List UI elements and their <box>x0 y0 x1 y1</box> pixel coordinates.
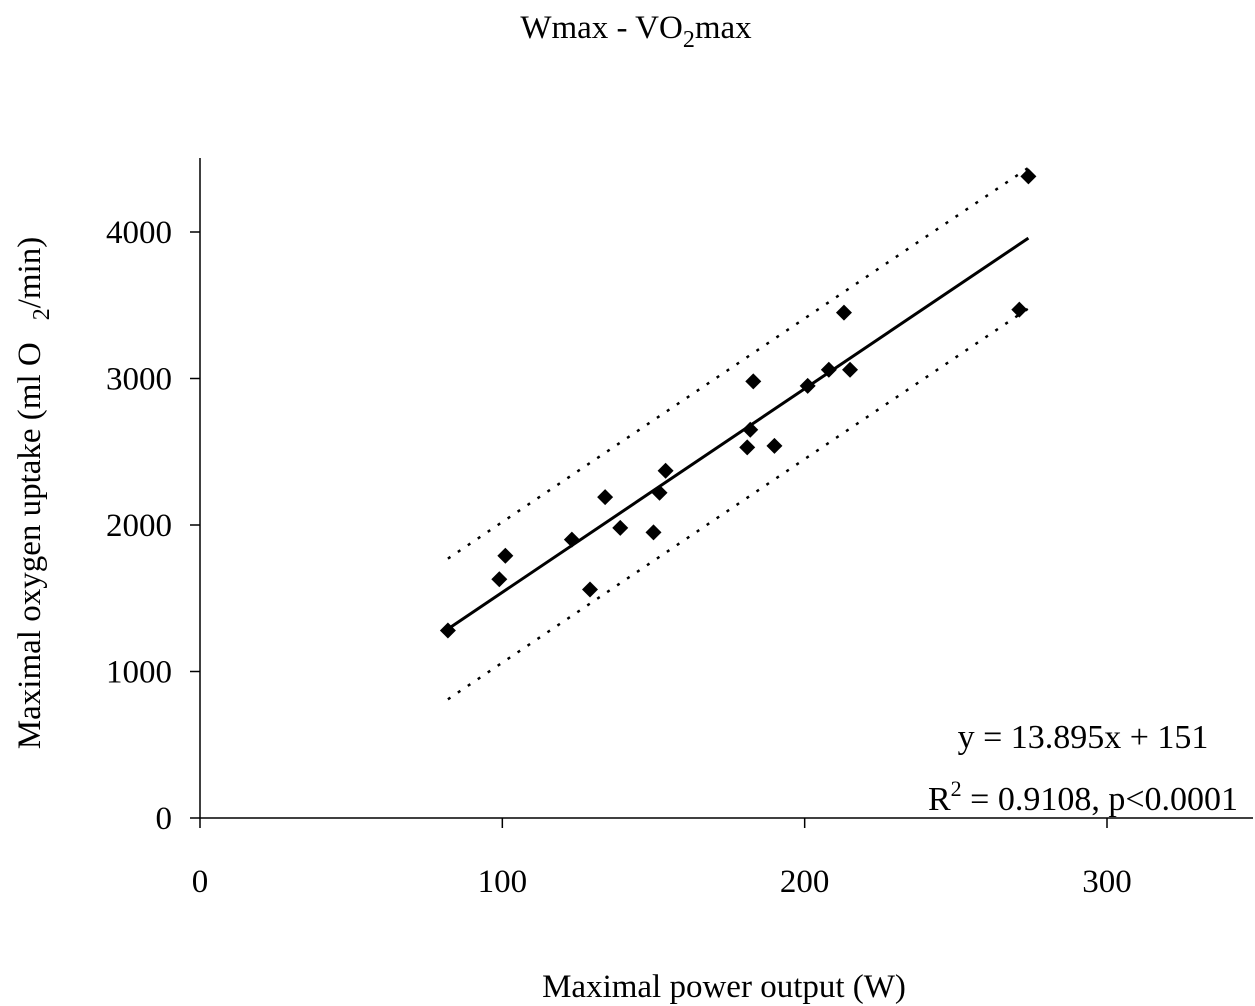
x-tick-label: 300 <box>1082 864 1132 900</box>
y-tick-label: 0 <box>156 801 173 837</box>
x-axis-title: Maximal power output (W) <box>542 969 906 1005</box>
data-point <box>497 547 514 564</box>
regression-line-group <box>447 236 1030 631</box>
x-tick-label: 0 <box>192 864 209 900</box>
data-point <box>1011 301 1028 318</box>
y-tick-label: 4000 <box>106 215 172 251</box>
y-axis-title: Maximal oxygen uptake (ml O2/min) <box>12 237 55 749</box>
data-point <box>745 373 762 390</box>
y-tick-label: 1000 <box>106 655 172 691</box>
data-point <box>582 581 599 598</box>
chart-title: Wmax - VO2max <box>520 10 752 53</box>
data-point <box>657 462 674 479</box>
regression-line <box>447 236 1030 631</box>
x-axis-ticks: 0 100 200 300 <box>192 818 1132 900</box>
data-point <box>739 439 756 456</box>
data-point <box>491 571 508 588</box>
data-point <box>842 361 859 378</box>
data-point <box>799 377 816 394</box>
x-tick-label: 200 <box>780 864 830 900</box>
data-point <box>563 531 580 548</box>
data-point <box>645 524 662 541</box>
data-point <box>651 484 668 501</box>
y-axis-ticks: 0 1000 2000 3000 4000 <box>106 215 200 837</box>
data-point <box>439 622 456 639</box>
data-point <box>835 304 852 321</box>
data-point <box>766 437 783 454</box>
lower-prediction-line <box>447 307 1030 701</box>
r-squared-label: R2 = 0.9108, p<0.0001 <box>928 776 1238 818</box>
data-point <box>820 361 837 378</box>
data-points <box>439 168 1037 639</box>
data-point <box>742 421 759 438</box>
regression-equation: y = 13.895x + 151 <box>958 719 1209 756</box>
y-tick-label: 3000 <box>106 362 172 398</box>
data-point <box>612 519 629 536</box>
prediction-band <box>447 166 1030 701</box>
data-point <box>1020 168 1037 185</box>
data-point <box>597 489 614 506</box>
y-tick-label: 2000 <box>106 508 172 544</box>
upper-prediction-line <box>447 166 1030 560</box>
axes <box>199 158 1253 819</box>
x-tick-label: 100 <box>478 864 528 900</box>
